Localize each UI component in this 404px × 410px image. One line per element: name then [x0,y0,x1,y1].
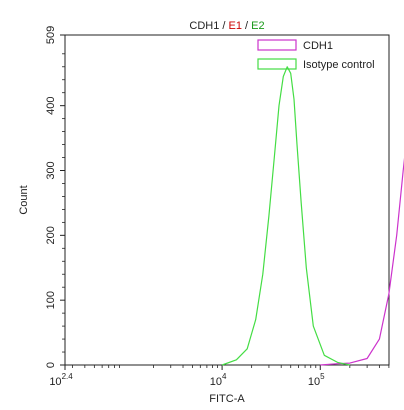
y-tick-label: 509 [45,26,57,44]
x-tick-label: 104 [210,372,227,388]
title-part: E1 [229,20,242,32]
y-axis-label: Count [18,185,30,214]
series-line-1 [221,66,350,366]
y-tick-label: 0 [45,362,57,368]
y-tick-label: 200 [45,226,57,244]
title-part: / [219,20,228,32]
title-part: E2 [251,20,264,32]
legend-label: CDH1 [303,40,333,52]
y-tick-label: 400 [45,96,57,114]
x-axis-ticks: 102.4104105106107108108.7 [49,365,390,388]
series-line-0 [320,157,404,366]
series-lines [221,66,404,366]
title-part: / [242,20,251,32]
y-axis-ticks: 0 100 200 300 400 509 [45,26,65,368]
legend-swatch [257,39,297,51]
plot-frame [64,34,390,366]
y-tick-label: 100 [45,291,57,309]
x-axis-label: FITC-A [209,393,245,405]
chart-title: CDH1 / E1 / E2 [189,20,264,32]
legend-label: Isotype control [303,59,375,71]
y-tick-label: 300 [45,161,57,179]
x-tick-label: 102.4 [49,372,73,388]
legend-swatch [257,58,297,70]
legend: CDH1 Isotype control [257,39,375,71]
title-part: CDH1 [189,20,219,32]
x-tick-label: 105 [308,372,325,388]
